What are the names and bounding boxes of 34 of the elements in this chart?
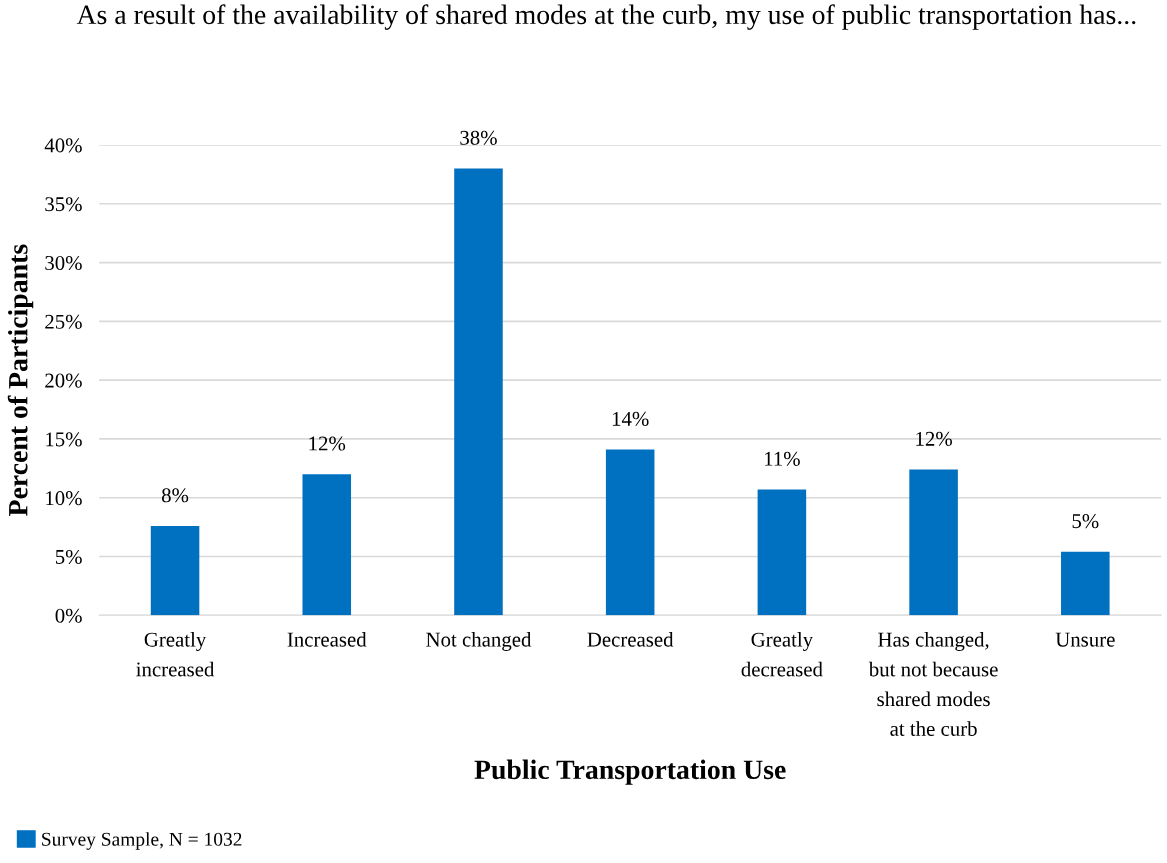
x-tick-label: Greatly increased (136, 631, 215, 677)
data-label: 14% (612, 411, 649, 426)
x-tick-label: Decreased (587, 631, 674, 647)
chart-title: As a result of the availability of shared modes at the curb, my use of public transportation has... (76, 4, 1136, 30)
bar (605, 449, 655, 616)
data-label: 38% (460, 130, 497, 145)
bar (1061, 551, 1110, 616)
y-tick-label: 10% (46, 491, 82, 506)
bar (454, 168, 503, 616)
x-tick-label: Unsure (1055, 632, 1115, 647)
x-tick-label: Not changed (426, 631, 532, 651)
y-tick-label: 20% (45, 373, 82, 388)
bar (757, 489, 807, 616)
y-tick-label: 15% (46, 432, 82, 447)
y-tick-label: 0% (55, 608, 82, 623)
y-tick-label: 40% (44, 138, 82, 153)
y-tick-label: 30% (45, 255, 82, 271)
x-tick-label: Greatly decreased (741, 631, 823, 677)
data-label: 8% (161, 488, 189, 503)
y-tick-label: 5% (55, 549, 82, 565)
y-tick-label: 25% (45, 314, 82, 329)
bar (302, 474, 352, 616)
data-label: 11% (765, 451, 800, 466)
data-label: 12% (309, 436, 346, 451)
bar (909, 469, 958, 616)
x-tick-label: Has changed, but not because shared modes at the curb (868, 631, 998, 736)
y-tick-label: 35% (45, 197, 82, 212)
legend-label: Survey Sample, N = 1032 (42, 832, 242, 850)
x-tick-label: Increased (287, 631, 367, 647)
data-label: 12% (916, 431, 952, 446)
x-axis-title: Public Transportation Use (474, 759, 786, 785)
data-label: 5% (1072, 514, 1099, 529)
bar (150, 525, 200, 616)
y-axis-title: Percent of Participants (7, 244, 34, 516)
